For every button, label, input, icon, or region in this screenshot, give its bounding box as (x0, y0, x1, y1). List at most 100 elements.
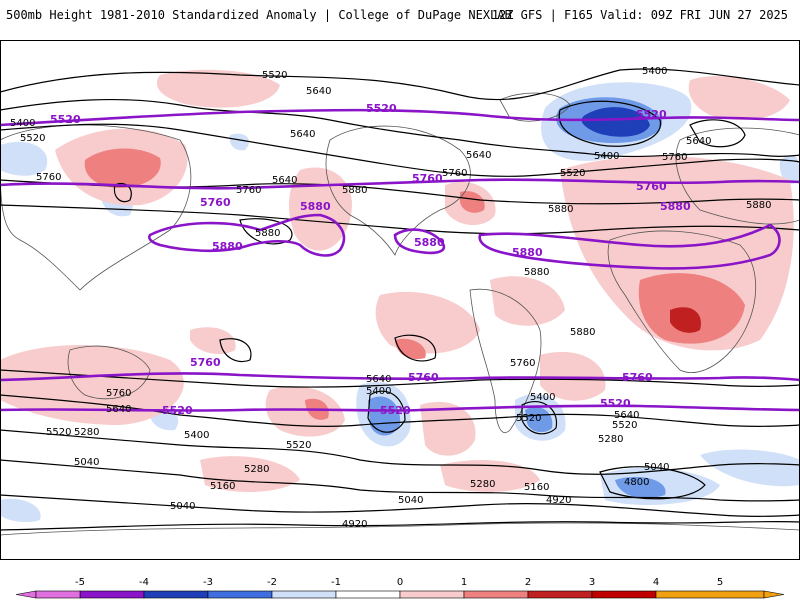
contour-label: 5520 (560, 168, 585, 179)
contour-label-highlight: 5880 (212, 240, 243, 253)
colorbar-segment (143, 590, 209, 599)
contour-closed (239, 218, 293, 245)
contour-label: 5280 (598, 434, 623, 445)
colorbar-segments (15, 590, 785, 599)
contour-label: 5400 (594, 151, 619, 162)
antarctica-outline (0, 522, 800, 536)
colorbar-segment (35, 590, 81, 599)
contour-label: 5400 (10, 118, 35, 129)
contour-label: 5280 (74, 427, 99, 438)
contour-line (0, 369, 800, 388)
greenland-outline (499, 92, 571, 122)
africa-outline (607, 230, 757, 373)
positive-anomaly-area (375, 291, 480, 354)
negative-anomaly-area (779, 155, 800, 184)
map-title: 500mb Height 1981-2010 Standardized Anom… (6, 8, 512, 22)
contour-label: 5040 (644, 462, 669, 473)
colorbar-segment (655, 590, 765, 599)
contour-label: 5880 (570, 327, 595, 338)
contour-label: 5640 (466, 150, 491, 161)
header: 500mb Height 1981-2010 Standardized Anom… (0, 0, 800, 30)
colorbar-tick-label: 2 (525, 577, 531, 588)
positive-anomaly-area (540, 351, 606, 401)
colorbar-arrow-right (763, 590, 785, 599)
colorbar-tick-label: -2 (267, 577, 277, 588)
positive-anomaly-area (490, 276, 565, 326)
colorbar: -5 -4 -3 -2 -1 0 1 2 3 4 5 (0, 570, 800, 600)
contour-label-highlight: 5760 (190, 356, 221, 369)
colorbar-segment (207, 590, 273, 599)
contour-label-highlight: 5880 (414, 236, 445, 249)
continent-outlines (0, 92, 800, 536)
contour-label-highlight: 5880 (660, 200, 691, 213)
negative-anomaly-area (525, 407, 553, 433)
contour-label-highlight: 5760 (412, 172, 443, 185)
contour-label: 5520 (516, 413, 541, 424)
contour-label-highlight: 5520 (162, 404, 193, 417)
positive-anomaly-area (288, 167, 352, 251)
contour-label: 5760 (442, 168, 467, 179)
colorbar-segment (399, 590, 465, 599)
negative-anomaly-area (0, 141, 48, 176)
colorbar-tick-label: 1 (461, 577, 467, 588)
contour-label: 5760 (106, 388, 131, 399)
contour-closed (394, 334, 437, 362)
negative-anomaly-area (368, 396, 401, 436)
negative-anomaly-area (0, 498, 41, 523)
contour-5520-south (0, 404, 800, 412)
map-svg: 5520 5640 5400 5400 5520 5640 5760 5640 … (0, 40, 800, 560)
positive-anomaly-area (460, 191, 485, 213)
contour-label: 4920 (342, 519, 367, 530)
contour-5880-pacific (148, 213, 346, 257)
negative-anomaly-area (581, 107, 650, 137)
colorbar-segment (463, 590, 529, 599)
contour-label: 5400 (184, 430, 209, 441)
contour-label: 5880 (548, 204, 573, 215)
contour-label-highlight: 5880 (300, 200, 331, 213)
contour-line (0, 123, 800, 177)
contour-label: 4920 (546, 495, 571, 506)
map-panel: 5520 5640 5400 5400 5520 5640 5760 5640 … (0, 40, 800, 560)
contour-label: 5280 (470, 479, 495, 490)
contour-5520-north (0, 108, 800, 127)
contour-label: 5880 (255, 228, 280, 239)
positive-anomaly-area (84, 148, 161, 188)
positive-anomaly-area (265, 386, 345, 437)
contour-line (0, 68, 800, 101)
contour-line (0, 429, 800, 475)
contour-closed (219, 338, 252, 363)
contour-closed (367, 390, 406, 433)
contour-label: 5400 (366, 386, 391, 397)
contour-closed (689, 119, 746, 148)
colorbar-segment (527, 590, 593, 599)
contour-label-highlight: 5520 (636, 108, 667, 121)
negative-anomaly-area (700, 449, 800, 487)
positive-anomaly-area (420, 401, 476, 456)
contour-label: 5640 (366, 374, 391, 385)
south-america-outline (469, 288, 542, 433)
contour-label-highlight: 5520 (380, 404, 411, 417)
contour-label: 5640 (290, 129, 315, 140)
contour-label: 5760 (36, 172, 61, 183)
positive-anomaly-area (0, 345, 184, 425)
positive-anomaly-area (688, 76, 790, 120)
contour-label: 5520 (612, 420, 637, 431)
colorbar-tick-label: -3 (203, 577, 213, 588)
contour-label-highlight: 5760 (408, 371, 439, 384)
asia-outline (0, 124, 192, 291)
colorbar-segment (591, 590, 657, 599)
contour-5880-atlantic (478, 223, 781, 270)
colorbar-segment (335, 590, 401, 599)
positive-anomaly-area (190, 327, 236, 355)
contour-label: 5400 (642, 66, 667, 77)
contour-label: 5160 (210, 481, 235, 492)
positive-anomaly-area (670, 307, 701, 333)
colorbar-svg: -5 -4 -3 -2 -1 0 1 2 3 4 5 (15, 577, 785, 599)
colorbar-segment (79, 590, 145, 599)
colorbar-tick-label: 3 (589, 577, 595, 588)
contour-line (0, 98, 800, 158)
contour-5760-south (0, 372, 800, 382)
colorbar-tick-label: -1 (331, 577, 341, 588)
contour-closed (558, 100, 661, 147)
contour-labels-purple: 5520 5520 5520 5760 5760 5760 5880 5880 … (50, 102, 691, 417)
